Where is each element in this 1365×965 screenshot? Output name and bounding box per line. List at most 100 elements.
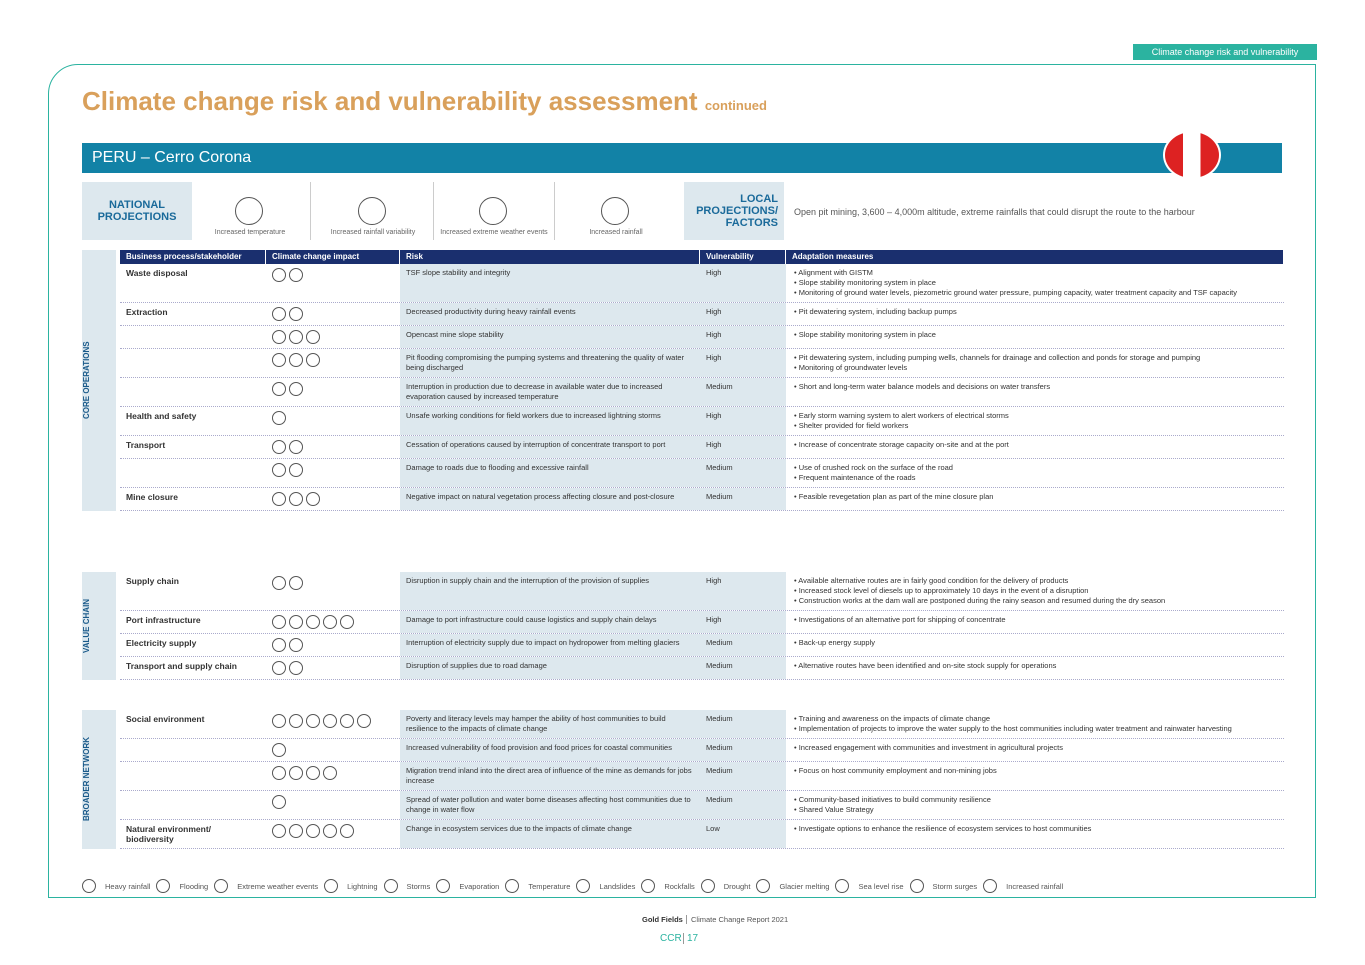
measures: • Investigate options to enhance the res…	[786, 820, 1284, 848]
measures: • Increased engagement with communities …	[786, 739, 1284, 761]
measures: • Community-based initiatives to build c…	[786, 791, 1284, 819]
legend-icon	[983, 879, 998, 893]
legend-icon	[383, 879, 398, 893]
bullet: •	[794, 824, 799, 833]
measures: • Pit dewatering system, including pumpi…	[786, 349, 1284, 377]
vulnerability: Medium	[700, 488, 786, 510]
process: Natural environment/ biodiversity	[126, 824, 212, 844]
vulnerability: High	[700, 326, 786, 348]
impact-icon	[289, 307, 303, 321]
process	[120, 762, 266, 790]
measure-text: Pit dewatering system, including backup …	[798, 307, 957, 316]
legend-icon	[324, 879, 339, 893]
bullet: •	[794, 596, 799, 605]
measure: • Investigations of an alternative port …	[792, 615, 1278, 625]
measure: • Increased stock level of diesels up to…	[792, 586, 1278, 596]
measure: • Pit dewatering system, including backu…	[792, 307, 1278, 317]
vulnerability: Low	[700, 820, 786, 848]
footer-company: Gold Fields	[642, 915, 683, 924]
measure: • Early storm warning system to alert wo…	[792, 411, 1278, 421]
impact-icon	[340, 714, 354, 728]
impact-icon	[306, 766, 320, 780]
flag	[1163, 130, 1221, 180]
row: Natural environment/ biodiversity Change …	[120, 820, 1284, 849]
measure-text: Monitoring of ground water levels, piezo…	[798, 288, 1237, 297]
measures: • Early storm warning system to alert wo…	[786, 407, 1284, 435]
impact-icon	[306, 615, 320, 629]
row: Health and safety Unsafe working conditio…	[120, 407, 1284, 436]
impact-icon	[289, 330, 303, 344]
process: Waste disposal	[126, 268, 188, 278]
measure-text: Focus on host community employment and n…	[798, 766, 997, 775]
measure-text: Investigate options to enhance the resil…	[798, 824, 1092, 833]
impact-icon	[289, 382, 303, 396]
impact-icons	[266, 326, 400, 348]
risk: Unsafe working conditions for field work…	[400, 407, 700, 435]
section-label: CORE OPERATIONS	[82, 250, 116, 511]
bullet: •	[794, 661, 799, 670]
legend-label: Glacier melting	[779, 881, 830, 891]
row: Opencast mine slope stability High • Slope…	[120, 326, 1284, 349]
row: Damage to roads due to flooding and exce…	[120, 459, 1284, 488]
process: Transport	[126, 440, 166, 450]
measure-text: Community-based initiatives to build com…	[798, 795, 991, 804]
impact-icons	[266, 488, 400, 510]
impact-icons	[266, 303, 400, 325]
icon	[234, 197, 263, 225]
measure-text: Short and long-term water balance models…	[798, 382, 1051, 391]
risk: Opencast mine slope stability	[400, 326, 700, 348]
process	[120, 459, 266, 487]
vulnerability: Medium	[700, 762, 786, 790]
measure-text: Back-up energy supply	[798, 638, 876, 647]
process: Electricity supply	[126, 638, 197, 648]
bullet: •	[794, 795, 799, 804]
legend-icon	[505, 879, 520, 893]
impact-icons	[266, 611, 400, 633]
section: CORE OPERATIONS Waste disposal TSF slope s…	[82, 250, 1284, 511]
process	[120, 739, 266, 761]
impact-icons	[266, 820, 400, 848]
national-item: Increased extreme weather events	[434, 182, 555, 240]
measure: • Slope stability monitoring system in p…	[792, 278, 1278, 288]
legend-label: Storm surges	[932, 881, 978, 891]
vulnerability: Medium	[700, 459, 786, 487]
risk: Interruption of electricity supply due t…	[400, 634, 700, 656]
row: Migration trend inland into the direct a…	[120, 762, 1284, 791]
national-item-text: Increased rainfall variability	[330, 229, 416, 236]
vulnerability: High	[700, 264, 786, 302]
impact-icon	[272, 766, 286, 780]
measure-text: Slope stability monitoring system in pla…	[798, 330, 936, 339]
national-item-text: Increased rainfall	[589, 229, 643, 236]
header-cell: Climate change impact	[266, 250, 400, 264]
impact-icons	[266, 349, 400, 377]
legend-label: Landslides	[599, 881, 636, 891]
bullet: •	[794, 440, 799, 449]
vulnerability: Medium	[700, 634, 786, 656]
legend-label: Flooding	[179, 881, 209, 891]
measure: • Investigate options to enhance the res…	[792, 824, 1278, 834]
measure: • Monitoring of ground water levels, pie…	[792, 288, 1278, 298]
process	[120, 349, 266, 377]
measures: • Feasible revegetation plan as part of …	[786, 488, 1284, 510]
footer-code: CCR	[660, 933, 682, 944]
row: Increased vulnerability of food provisio…	[120, 739, 1284, 762]
rows: Social environment Poverty and literacy l…	[120, 710, 1284, 849]
measure: • Community-based initiatives to build c…	[792, 795, 1278, 805]
measure: • Feasible revegetation plan as part of …	[792, 492, 1278, 502]
measure-text: Investigations of an alternative port fo…	[798, 615, 1006, 624]
impact-icon	[289, 268, 303, 282]
measure: • Training and awareness on the impacts …	[792, 714, 1278, 724]
risk: Decreased productivity during heavy rain…	[400, 303, 700, 325]
row: Spread of water pollution and water born…	[120, 791, 1284, 820]
measure-text: Construction works at the dam wall are p…	[798, 596, 1166, 605]
impact-icons	[266, 657, 400, 679]
impact-icon	[272, 411, 286, 425]
local-text: Open pit mining, 3,600 – 4,000m altitude…	[794, 207, 1195, 217]
header-cell: Vulnerability	[700, 250, 786, 264]
impact-icons	[266, 739, 400, 761]
risk: Damage to port infrastructure could caus…	[400, 611, 700, 633]
process: Supply chain	[126, 576, 179, 586]
risk: Negative impact on natural vegetation pr…	[400, 488, 700, 510]
impact-icon	[272, 661, 286, 675]
bullet: •	[794, 330, 799, 339]
